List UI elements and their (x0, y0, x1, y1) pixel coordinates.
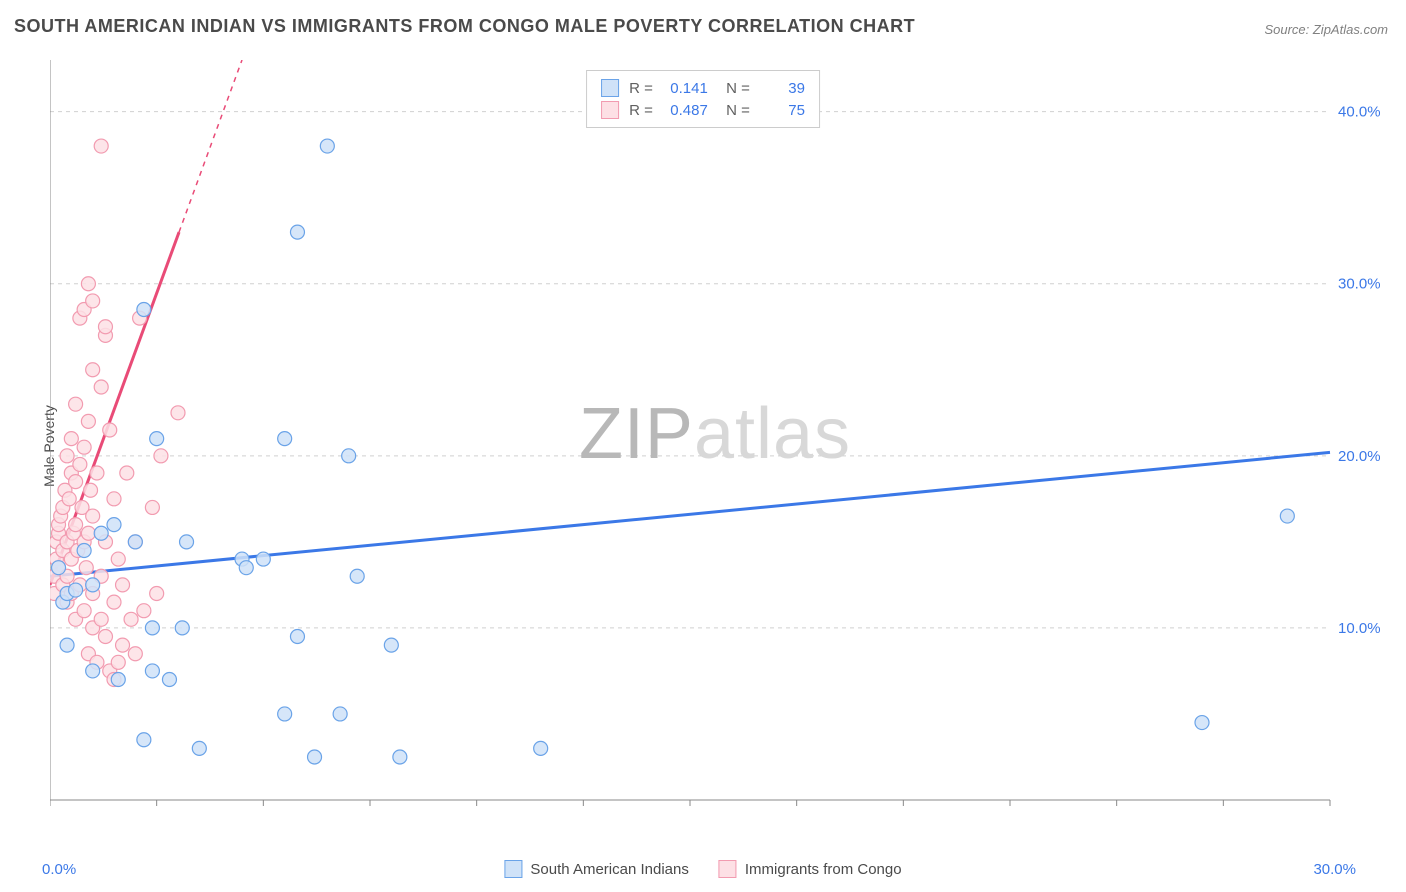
chart-container: 10.0%20.0%30.0%40.0% ZIPatlas (50, 60, 1380, 840)
legend-swatch-blue (601, 79, 619, 97)
stat-r-label: R = (629, 80, 653, 97)
stats-legend: R = 0.141 N = 39 R = 0.487 N = 75 (586, 70, 820, 128)
stat-n-label: N = (718, 80, 750, 97)
legend-label-pink: Immigrants from Congo (745, 861, 902, 878)
stat-r-label: R = (629, 102, 653, 119)
stats-legend-row-blue: R = 0.141 N = 39 (601, 77, 805, 99)
scatter-chart: 10.0% 20.0% 30.0% 40.0% (50, 60, 1380, 840)
svg-text:20.0%: 20.0% (1338, 448, 1380, 465)
chart-title: SOUTH AMERICAN INDIAN VS IMMIGRANTS FROM… (14, 16, 915, 37)
series-legend: South American Indians Immigrants from C… (504, 860, 901, 878)
source-attribution: Source: ZipAtlas.com (1264, 22, 1388, 37)
stat-n-label: N = (718, 102, 750, 119)
legend-item-blue: South American Indians (504, 860, 688, 878)
stats-legend-row-pink: R = 0.487 N = 75 (601, 99, 805, 121)
x-tick-label-max: 30.0% (1313, 861, 1356, 878)
stat-r-value-pink: 0.487 (663, 102, 708, 119)
legend-item-pink: Immigrants from Congo (719, 860, 902, 878)
legend-swatch-blue (504, 860, 522, 878)
legend-swatch-pink (719, 860, 737, 878)
stat-r-value-blue: 0.141 (663, 80, 708, 97)
svg-text:30.0%: 30.0% (1338, 276, 1380, 293)
legend-swatch-pink (601, 101, 619, 119)
svg-text:40.0%: 40.0% (1338, 104, 1380, 121)
legend-label-blue: South American Indians (530, 861, 688, 878)
stat-n-value-blue: 39 (760, 80, 805, 97)
svg-text:10.0%: 10.0% (1338, 620, 1380, 637)
stat-n-value-pink: 75 (760, 102, 805, 119)
x-tick-label-min: 0.0% (42, 861, 76, 878)
